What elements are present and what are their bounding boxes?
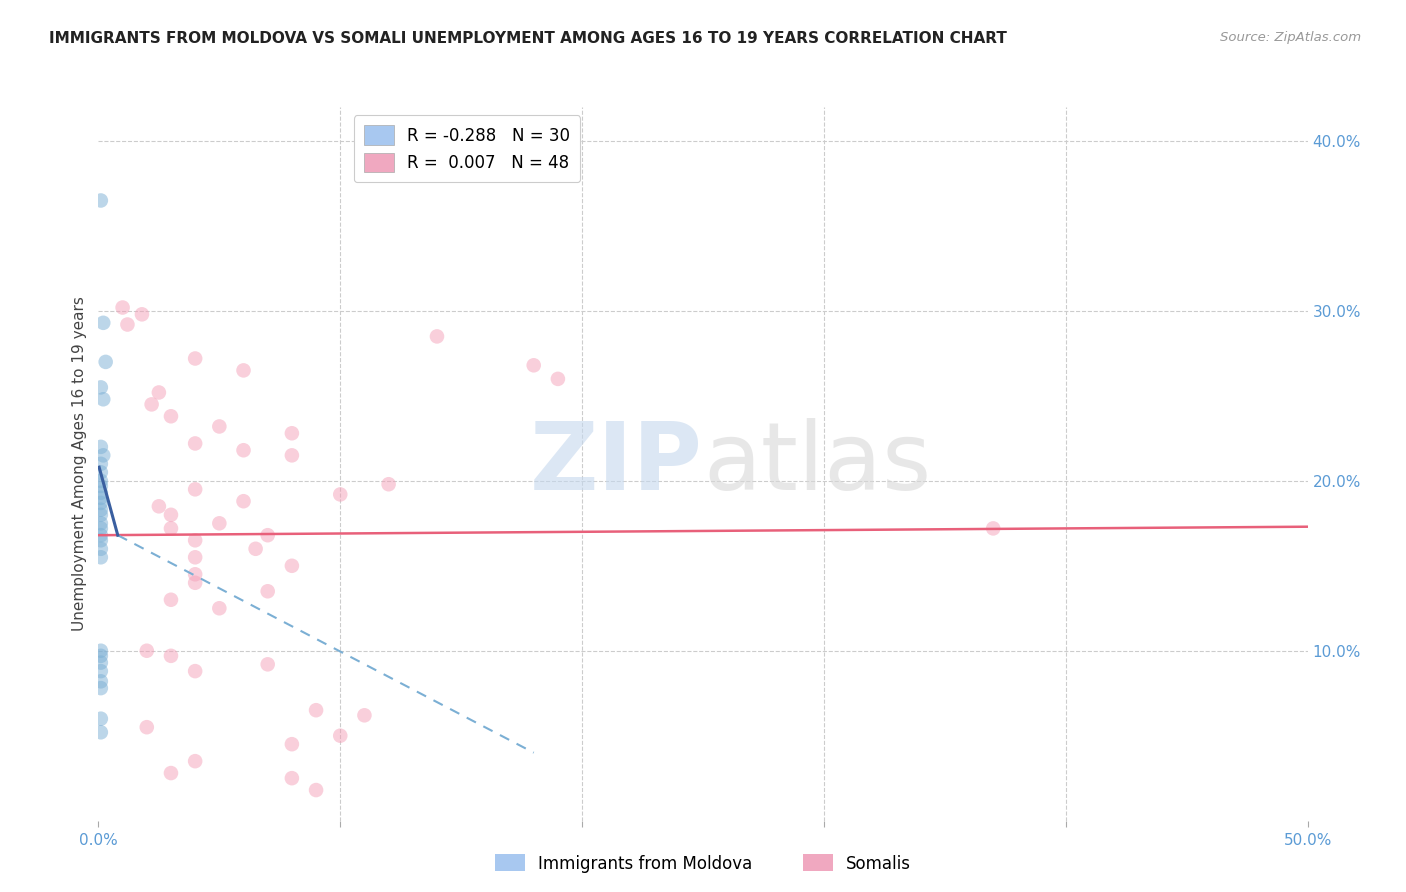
Point <box>90 648 112 663</box>
Point <box>131 307 153 321</box>
Point <box>90 533 112 548</box>
Point <box>160 648 183 663</box>
Point <box>90 466 112 480</box>
Point <box>160 508 183 522</box>
Point <box>256 584 278 599</box>
Point <box>426 329 449 343</box>
Point <box>256 657 278 672</box>
Point <box>160 521 183 535</box>
Point <box>547 372 569 386</box>
Point <box>90 541 112 556</box>
Point <box>160 766 183 780</box>
Text: ZIP: ZIP <box>530 417 703 510</box>
Point <box>184 754 207 768</box>
Point <box>184 550 207 565</box>
Point <box>90 496 112 510</box>
Point <box>981 521 1004 535</box>
Point <box>353 708 375 723</box>
Point <box>94 355 117 369</box>
Point <box>91 316 114 330</box>
Point <box>111 301 134 315</box>
Point <box>90 474 112 488</box>
Point <box>208 419 231 434</box>
Point <box>523 359 546 373</box>
Point <box>90 712 112 726</box>
Point <box>184 351 207 366</box>
Point <box>245 541 267 556</box>
Point <box>141 397 163 411</box>
Point <box>90 194 112 208</box>
Point <box>281 558 304 573</box>
Point <box>91 448 114 462</box>
Point <box>160 409 183 424</box>
Point <box>90 502 112 516</box>
Point <box>184 664 207 678</box>
Point <box>90 725 112 739</box>
Point <box>90 479 112 493</box>
Point <box>305 703 328 717</box>
Point <box>148 385 170 400</box>
Point <box>329 487 352 501</box>
Point <box>232 443 254 458</box>
Text: IMMIGRANTS FROM MOLDOVA VS SOMALI UNEMPLOYMENT AMONG AGES 16 TO 19 YEARS CORRELA: IMMIGRANTS FROM MOLDOVA VS SOMALI UNEMPL… <box>49 31 1007 46</box>
Point <box>90 380 112 394</box>
Point <box>90 656 112 670</box>
Point <box>90 485 112 500</box>
Point <box>90 644 112 658</box>
Point <box>305 783 328 797</box>
Point <box>135 644 157 658</box>
Point <box>377 477 399 491</box>
Y-axis label: Unemployment Among Ages 16 to 19 years: Unemployment Among Ages 16 to 19 years <box>72 296 87 632</box>
Point <box>329 729 352 743</box>
Text: atlas: atlas <box>703 417 931 510</box>
Legend: Immigrants from Moldova, Somalis: Immigrants from Moldova, Somalis <box>488 847 918 880</box>
Point <box>90 528 112 542</box>
Point <box>184 567 207 582</box>
Point <box>117 318 139 332</box>
Point <box>135 720 157 734</box>
Point <box>90 508 112 522</box>
Point <box>184 575 207 590</box>
Point <box>90 491 112 505</box>
Legend: R = -0.288   N = 30, R =  0.007   N = 48: R = -0.288 N = 30, R = 0.007 N = 48 <box>354 115 581 182</box>
Point <box>208 601 231 615</box>
Point <box>148 500 170 514</box>
Point <box>281 737 304 751</box>
Point <box>90 664 112 678</box>
Point <box>90 457 112 471</box>
Point <box>160 592 183 607</box>
Point <box>90 674 112 689</box>
Point <box>91 392 114 407</box>
Point <box>256 528 278 542</box>
Point <box>90 521 112 535</box>
Point <box>184 483 207 497</box>
Point <box>184 436 207 450</box>
Point <box>90 681 112 695</box>
Point <box>184 533 207 548</box>
Point <box>232 494 254 508</box>
Point <box>90 440 112 454</box>
Point <box>281 426 304 441</box>
Point <box>90 516 112 531</box>
Point <box>208 516 231 531</box>
Point <box>232 363 254 377</box>
Text: Source: ZipAtlas.com: Source: ZipAtlas.com <box>1220 31 1361 45</box>
Point <box>281 448 304 462</box>
Point <box>281 771 304 785</box>
Point <box>90 550 112 565</box>
